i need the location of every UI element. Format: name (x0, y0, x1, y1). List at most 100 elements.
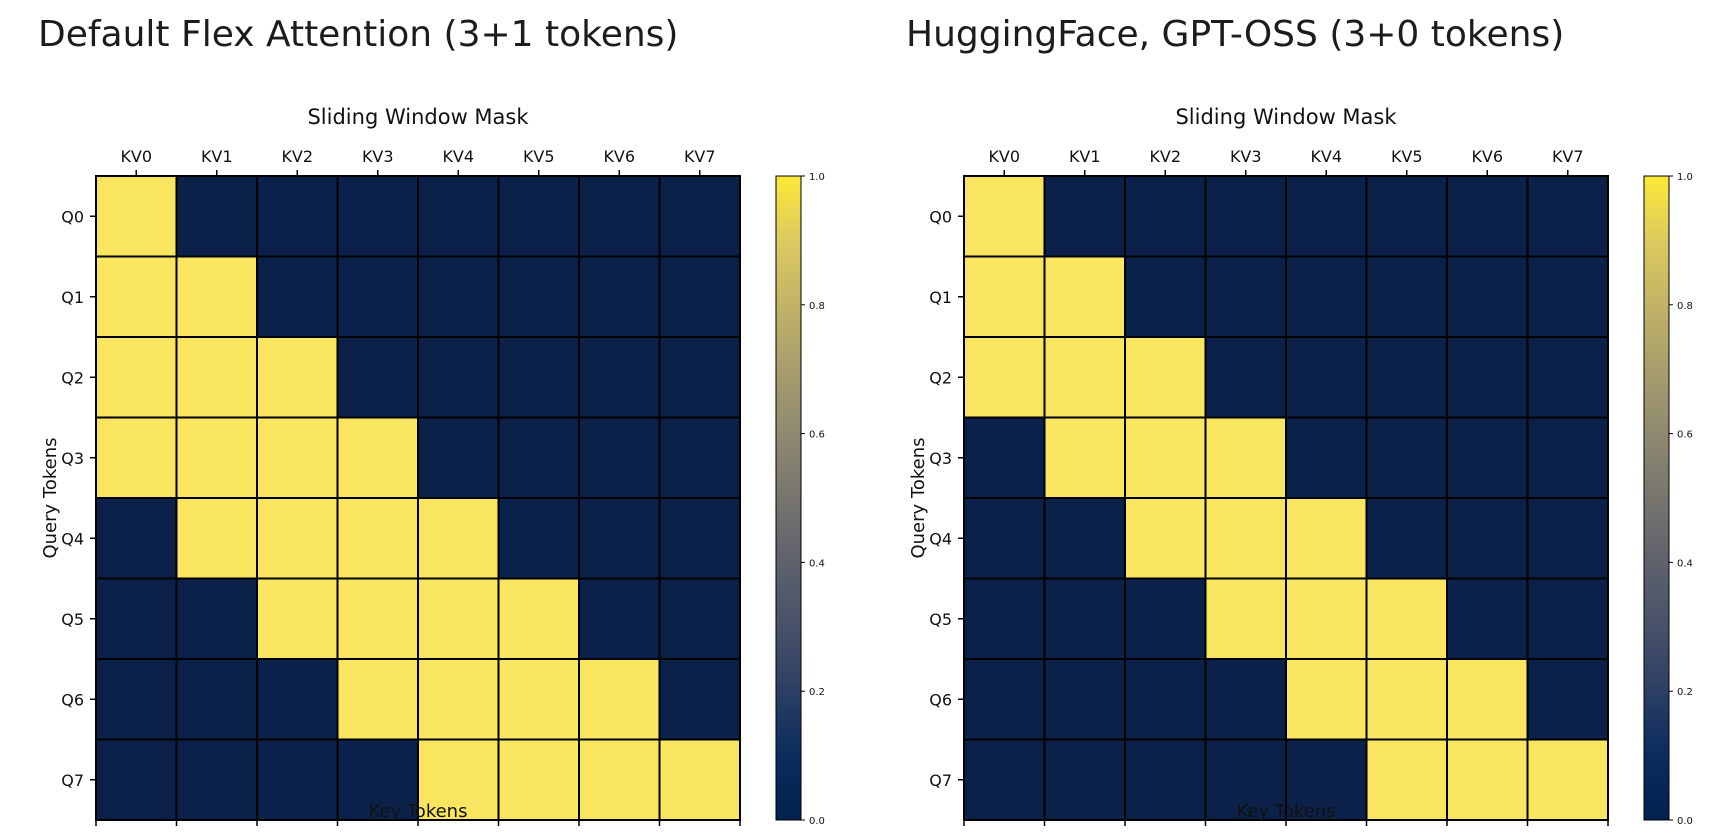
heatmap-cell (1043, 658, 1126, 741)
heatmap-cell (1124, 336, 1207, 419)
heatmap-cell (1043, 738, 1126, 821)
heatmap-cell (497, 255, 580, 338)
heatmap-cell (578, 497, 661, 580)
heatmap-cell (658, 336, 741, 419)
heatmap-cell (1365, 658, 1448, 741)
heatmap-cell (336, 497, 419, 580)
x-axis-label: Key Tokens (1237, 801, 1336, 822)
x-tick-label: KV5 (523, 147, 555, 166)
heatmap-cell (1043, 497, 1126, 580)
heatmap-cell (963, 255, 1046, 338)
x-tick-label: KV4 (1310, 147, 1342, 166)
heatmap-cell (497, 416, 580, 499)
heatmap-cell (658, 577, 741, 660)
x-tick-label: KV4 (442, 147, 474, 166)
heatmap-cell (497, 577, 580, 660)
heatmap-cell (1285, 175, 1368, 258)
heatmap-cell (1365, 416, 1448, 499)
x-tick-label: KV7 (1552, 147, 1584, 166)
heatmap-cell (578, 255, 661, 338)
panel-heading: Default Flex Attention (3+1 tokens) (38, 14, 679, 55)
heatmap-cell (1526, 738, 1609, 821)
y-tick-label: Q5 (61, 610, 84, 629)
heatmap-cell (1446, 577, 1529, 660)
chart-title: Sliding Window Mask (1175, 105, 1397, 129)
heatmap-cell (417, 738, 500, 821)
heatmap-cell (256, 497, 339, 580)
x-tick-label: KV2 (1149, 147, 1181, 166)
x-tick-label: KV1 (201, 147, 233, 166)
x-tick-label: KV3 (362, 147, 394, 166)
heatmap-cell (336, 336, 419, 419)
heatmap-cell (417, 336, 500, 419)
x-tick-label: KV2 (281, 147, 313, 166)
heatmap-cell (256, 577, 339, 660)
colorbar-tick-label: 1.0 (1677, 172, 1693, 183)
heatmap-cell (417, 577, 500, 660)
heatmap-cell (1526, 577, 1609, 660)
heatmap-cell (658, 738, 741, 821)
heatmap-cell (336, 738, 419, 821)
heatmap-cell (963, 497, 1046, 580)
colorbar-tick-label: 0.8 (809, 301, 825, 312)
heatmap-cell (1365, 577, 1448, 660)
heatmap-cell (1285, 255, 1368, 338)
heatmap-cell (256, 738, 339, 821)
y-axis-label: Query Tokens (40, 437, 61, 558)
heatmap-cell (95, 577, 178, 660)
heatmap-cell (963, 658, 1046, 741)
x-tick-label: KV0 (120, 147, 152, 166)
heatmap-cell (497, 658, 580, 741)
heatmap-cell (1446, 255, 1529, 338)
heatmap-cell (1526, 658, 1609, 741)
heatmap-cell (336, 255, 419, 338)
heatmap-cell (1204, 175, 1287, 258)
heatmap-cell (578, 336, 661, 419)
panel-left: Sliding Window Mask KV0 KV1 KV2 KV3 KV4 KV5 KV6… (38, 14, 825, 827)
heatmap-cell (336, 175, 419, 258)
heatmap-cell (1204, 255, 1287, 338)
heatmap-cell (1365, 336, 1448, 419)
heatmap-cell (1124, 497, 1207, 580)
heatmap-cell (95, 416, 178, 499)
y-tick-label: Q4 (929, 529, 952, 548)
heatmap-cell (417, 497, 500, 580)
heatmap-cell (256, 658, 339, 741)
heatmap-cell (336, 658, 419, 741)
y-tick-label: Q4 (61, 529, 84, 548)
heatmap-cell (175, 577, 258, 660)
colorbar-tick-label: 0.6 (1677, 430, 1693, 441)
colorbar-tick-label: 0.4 (1677, 558, 1693, 569)
heatmap-cell (95, 336, 178, 419)
heatmap-cell (336, 416, 419, 499)
colorbar-tick-label: 0.2 (1677, 687, 1693, 698)
heatmap-cell (497, 497, 580, 580)
heatmap-cell (1043, 175, 1126, 258)
heatmap-right: Sliding Window Mask KV0 KV1 KV2 KV3 KV4 KV5 KV6… (908, 105, 1693, 827)
heatmap-cell (578, 175, 661, 258)
heatmap-cell (578, 738, 661, 821)
heatmap-cell (658, 416, 741, 499)
heatmap-cell (1124, 577, 1207, 660)
heatmap-cell (963, 175, 1046, 258)
heatmap-cell (95, 658, 178, 741)
heatmap-cell (417, 658, 500, 741)
x-tick-label: KV3 (1230, 147, 1262, 166)
heatmap-cell (95, 497, 178, 580)
panel-right: Sliding Window Mask KV0 KV1 KV2 KV3 KV4 KV5 KV6… (868, 0, 1736, 839)
colorbar-tick-label: 0.8 (1677, 301, 1693, 312)
heatmap-cell (95, 255, 178, 338)
heatmap-cell (497, 738, 580, 821)
y-tick-label: Q3 (929, 449, 952, 468)
heatmap-cell (1043, 577, 1126, 660)
x-tick-label: KV5 (1391, 147, 1423, 166)
colorbar-tick-label: 0.4 (809, 558, 825, 569)
heatmap-cell (336, 577, 419, 660)
colorbar-tick-label: 0.6 (809, 430, 825, 441)
heatmap-cell (175, 658, 258, 741)
heatmap-cell (1526, 416, 1609, 499)
panel-heading: HuggingFace, GPT-OSS (3+0 tokens) (906, 14, 1565, 55)
heatmap-cell (963, 336, 1046, 419)
y-tick-label: Q6 (929, 690, 952, 709)
x-tick-label: KV7 (684, 147, 716, 166)
